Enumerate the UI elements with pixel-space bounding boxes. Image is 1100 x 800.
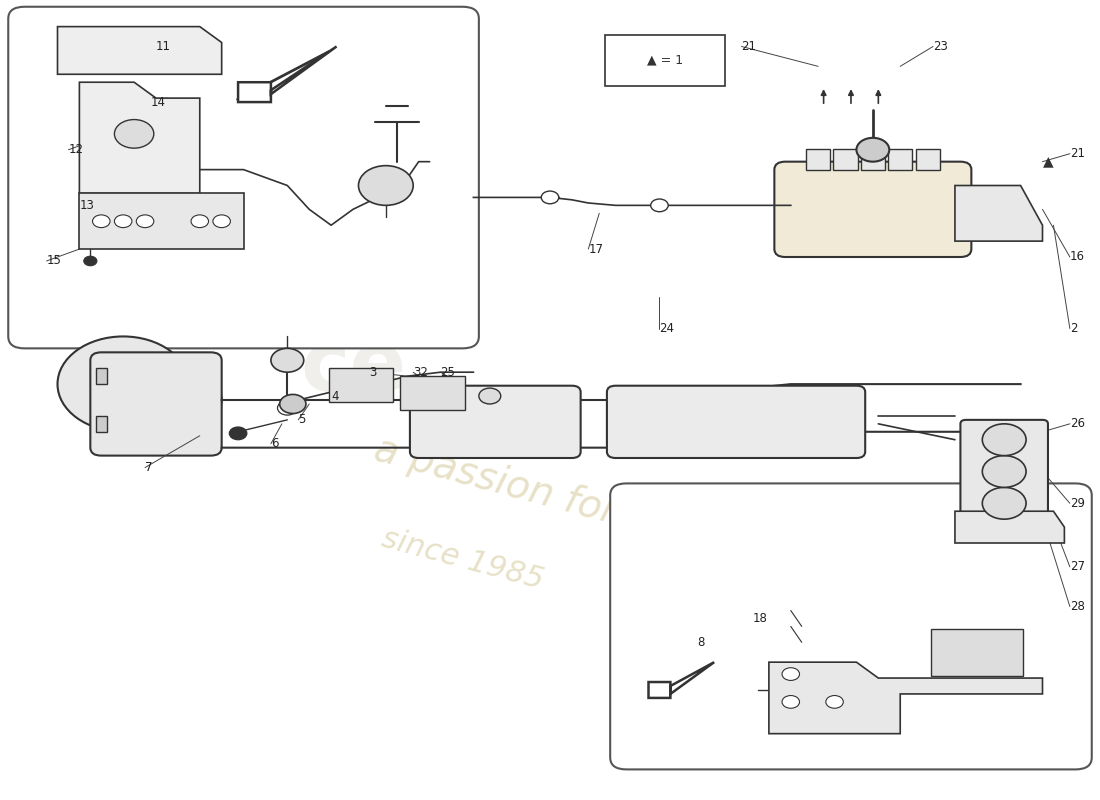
Text: 32: 32 — [414, 366, 428, 378]
Text: 3: 3 — [370, 366, 377, 378]
FancyBboxPatch shape — [9, 6, 478, 348]
Circle shape — [982, 487, 1026, 519]
Text: 12: 12 — [68, 143, 84, 156]
Text: 26: 26 — [1070, 418, 1085, 430]
FancyBboxPatch shape — [806, 149, 830, 170]
Text: 2: 2 — [1070, 322, 1077, 335]
Text: 27: 27 — [1070, 560, 1085, 574]
Text: 16: 16 — [1070, 250, 1085, 263]
Bar — [96, 368, 107, 384]
FancyBboxPatch shape — [400, 376, 464, 410]
Circle shape — [782, 695, 800, 708]
Text: 15: 15 — [46, 254, 62, 267]
Text: ▲: ▲ — [1043, 154, 1054, 169]
Circle shape — [982, 424, 1026, 456]
Circle shape — [478, 388, 500, 404]
Polygon shape — [769, 662, 1043, 734]
FancyBboxPatch shape — [960, 420, 1048, 523]
Text: since 1985: since 1985 — [378, 523, 547, 594]
Text: 25: 25 — [441, 366, 455, 378]
Circle shape — [355, 378, 373, 390]
Polygon shape — [955, 511, 1065, 543]
Text: 5: 5 — [298, 414, 306, 426]
Ellipse shape — [112, 360, 222, 440]
Text: 11: 11 — [156, 40, 170, 53]
FancyBboxPatch shape — [915, 149, 939, 170]
Ellipse shape — [57, 337, 189, 432]
FancyBboxPatch shape — [834, 149, 858, 170]
Text: 17: 17 — [588, 242, 603, 255]
Polygon shape — [79, 194, 243, 249]
Bar — [96, 416, 107, 432]
Text: 13: 13 — [79, 199, 95, 212]
Circle shape — [229, 427, 246, 440]
FancyBboxPatch shape — [888, 149, 912, 170]
Text: sp
ce: sp ce — [298, 233, 408, 408]
Ellipse shape — [785, 170, 960, 218]
Polygon shape — [79, 82, 200, 194]
Circle shape — [92, 215, 110, 228]
FancyBboxPatch shape — [90, 352, 222, 456]
Circle shape — [213, 215, 230, 228]
FancyBboxPatch shape — [610, 483, 1091, 770]
Circle shape — [359, 166, 414, 206]
Circle shape — [84, 256, 97, 266]
Circle shape — [782, 668, 800, 681]
Text: a passion for parts: a passion for parts — [370, 430, 730, 561]
Text: 8: 8 — [697, 636, 705, 649]
Text: 6: 6 — [271, 437, 278, 450]
FancyBboxPatch shape — [607, 386, 866, 458]
Polygon shape — [238, 46, 337, 102]
Text: 18: 18 — [752, 612, 768, 625]
Polygon shape — [955, 186, 1043, 241]
Circle shape — [651, 199, 668, 212]
Text: 4: 4 — [331, 390, 339, 402]
Circle shape — [271, 348, 304, 372]
Text: 21: 21 — [741, 40, 757, 53]
FancyBboxPatch shape — [931, 629, 1023, 676]
Text: 7: 7 — [145, 461, 153, 474]
FancyBboxPatch shape — [410, 386, 581, 458]
Text: 28: 28 — [1070, 600, 1085, 613]
Polygon shape — [57, 26, 222, 74]
Circle shape — [277, 401, 297, 415]
FancyBboxPatch shape — [329, 368, 394, 402]
Circle shape — [114, 215, 132, 228]
FancyBboxPatch shape — [774, 162, 971, 257]
Circle shape — [826, 695, 844, 708]
Circle shape — [857, 138, 889, 162]
FancyBboxPatch shape — [861, 149, 884, 170]
Circle shape — [982, 456, 1026, 487]
Circle shape — [541, 191, 559, 204]
Text: 14: 14 — [151, 95, 165, 109]
FancyBboxPatch shape — [605, 34, 725, 86]
Circle shape — [279, 394, 306, 414]
Circle shape — [191, 215, 209, 228]
Circle shape — [114, 119, 154, 148]
Text: 21: 21 — [1070, 147, 1085, 160]
Text: 23: 23 — [933, 40, 948, 53]
Text: 29: 29 — [1070, 497, 1085, 510]
Text: ▲ = 1: ▲ = 1 — [647, 54, 683, 66]
Text: 24: 24 — [659, 322, 674, 335]
Circle shape — [136, 215, 154, 228]
Polygon shape — [649, 662, 714, 698]
